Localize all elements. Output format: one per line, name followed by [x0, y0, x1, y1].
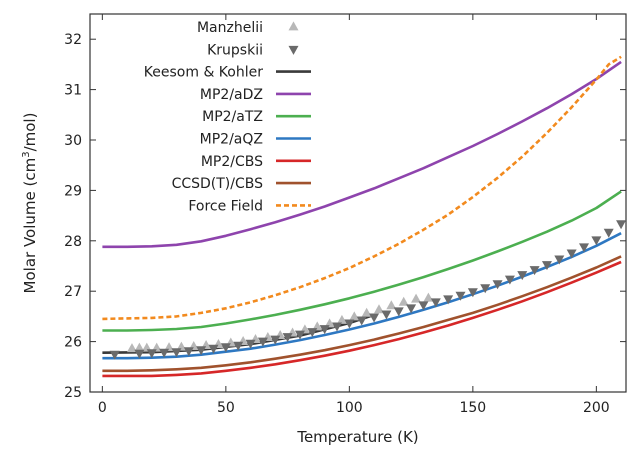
data-point — [418, 301, 429, 311]
data-point — [319, 325, 330, 335]
series-line-ccsd-t-cbs — [102, 255, 622, 373]
series-line-mp2-adz — [102, 60, 622, 249]
data-point — [134, 349, 145, 359]
data-point — [270, 335, 281, 345]
y-tick-label: 28 — [64, 234, 82, 250]
data-point — [554, 255, 565, 265]
y-tick-label: 25 — [64, 385, 82, 401]
legend-swatch-manzhelii — [288, 21, 299, 31]
legend: Manzhelii Krupskii Keesom & Kohler MP2/aDZ M… — [144, 20, 311, 214]
data-point — [349, 311, 360, 321]
legend-label-mp2-atz: MP2/aTZ — [202, 109, 263, 125]
legend-swatch-krupskii — [288, 45, 299, 55]
data-point — [344, 319, 355, 329]
data-point — [406, 304, 417, 314]
data-point — [411, 293, 422, 303]
data-point — [294, 330, 305, 340]
data-point — [430, 298, 441, 308]
data-point — [233, 341, 244, 351]
data-point — [245, 339, 256, 349]
data-point — [386, 300, 397, 310]
y-tick-label: 29 — [64, 183, 82, 199]
axis-ticks: 0 50 100 150 200 25 26 27 28 29 30 31 32 — [64, 14, 626, 416]
data-point — [146, 349, 157, 359]
y-axis-title-main: Molar Volume (cm — [21, 158, 39, 294]
legend-label-mp2-adz: MP2/aDZ — [200, 87, 263, 103]
x-tick-label: 0 — [98, 400, 107, 416]
data-point — [307, 328, 318, 338]
data-point — [369, 313, 380, 323]
plot-frame — [89, 13, 627, 393]
data-point — [504, 275, 515, 285]
data-point — [257, 337, 268, 347]
x-axis-title: Temperature (K) — [296, 428, 418, 446]
y-axis-title: Molar Volume (cm3/mol) — [21, 113, 39, 294]
series-line-mp2-cbs — [102, 260, 622, 378]
series-layer — [102, 55, 627, 378]
legend-label-krupskii: Krupskii — [207, 42, 263, 58]
legend-label-mp2-cbs: MP2/CBS — [201, 154, 263, 170]
x-tick-label: 150 — [459, 400, 486, 416]
data-point — [282, 333, 293, 343]
data-point — [517, 271, 528, 281]
data-point — [196, 346, 207, 356]
data-point — [455, 291, 466, 301]
y-tick-label: 26 — [64, 335, 82, 351]
data-point — [541, 261, 552, 271]
y-axis-title-tail: /mol) — [21, 113, 39, 152]
legend-label-ccsd-t-cbs: CCSD(T)/CBS — [172, 176, 264, 192]
data-point — [443, 295, 454, 305]
series-line-force-field — [102, 55, 622, 321]
legend-label-manzhelii: Manzhelii — [197, 20, 263, 36]
data-point — [579, 243, 590, 253]
data-point — [591, 236, 602, 246]
legend-label-keesom-kohler: Keesom & Kohler — [144, 65, 263, 81]
data-point — [616, 220, 627, 230]
y-tick-label: 31 — [64, 83, 82, 99]
data-point — [220, 343, 231, 353]
data-point — [492, 280, 503, 290]
data-point — [381, 310, 392, 320]
data-point — [208, 344, 219, 354]
data-point — [361, 307, 372, 317]
y-axis-title-sup: 3 — [21, 151, 32, 157]
data-point — [183, 347, 194, 357]
data-point — [336, 314, 347, 324]
data-point — [423, 292, 434, 302]
y-tick-label: 30 — [64, 133, 82, 149]
data-point — [566, 249, 577, 259]
legend-label-force-field: Force Field — [188, 198, 263, 214]
data-point — [171, 348, 182, 358]
series-line-mp2-atz — [102, 190, 622, 332]
data-point — [332, 322, 343, 332]
data-point — [398, 296, 409, 306]
data-point — [603, 228, 614, 238]
data-point — [467, 288, 478, 298]
series-markers-krupskii — [109, 220, 627, 360]
x-tick-label: 100 — [336, 400, 363, 416]
data-point — [159, 348, 170, 358]
data-point — [134, 342, 145, 352]
x-tick-label: 200 — [583, 400, 610, 416]
y-tick-label: 27 — [64, 284, 82, 300]
data-point — [373, 304, 384, 314]
x-tick-label: 50 — [217, 400, 235, 416]
data-point — [109, 350, 120, 360]
data-point — [393, 307, 404, 317]
y-tick-label: 32 — [64, 32, 82, 48]
data-point — [529, 266, 540, 276]
legend-label-mp2-aqz: MP2/aQZ — [200, 132, 263, 148]
data-point — [480, 284, 491, 294]
data-point — [356, 316, 367, 326]
